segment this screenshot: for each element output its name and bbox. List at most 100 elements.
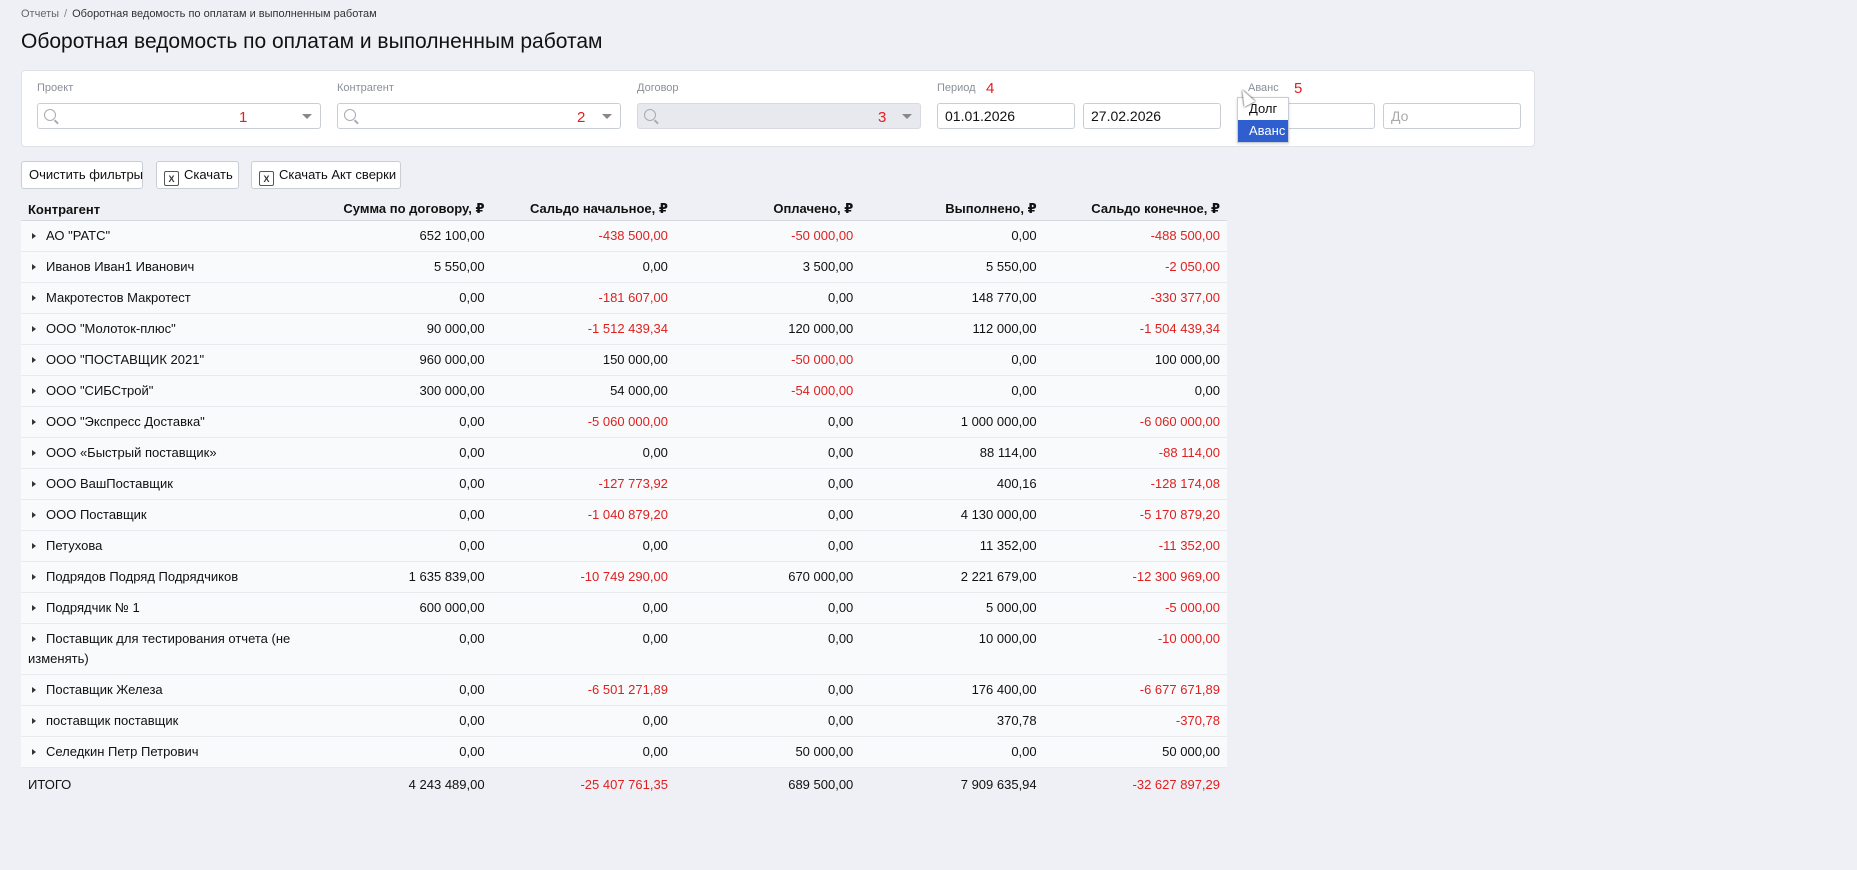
download-act-button[interactable]: X Скачать Акт сверки	[251, 161, 401, 189]
clear-filters-button[interactable]: Очистить фильтры	[21, 161, 143, 189]
table-body: АО "РАТС" 652 100,00 -438 500,00 -50 000,00…	[21, 220, 1227, 802]
column-header[interactable]: Выполнено, ₽	[860, 198, 1044, 221]
expand-row-icon[interactable]	[32, 636, 36, 642]
expand-row-icon[interactable]	[32, 512, 36, 518]
counterparty-name: ООО "СИБСтрой"	[46, 383, 154, 398]
expand-row-icon[interactable]	[32, 543, 36, 549]
advance-to-input[interactable]: До	[1383, 103, 1521, 129]
table-row[interactable]: АО "РАТС" 652 100,00 -438 500,00 -50 000,00…	[21, 220, 1227, 252]
counterparty-cell: Иванов Иван1 Иванович	[21, 251, 303, 283]
advance-type-dropdown[interactable]: Долг Аванс	[1237, 97, 1289, 143]
expand-row-icon[interactable]	[32, 326, 36, 332]
column-header[interactable]: Оплачено, ₽	[674, 198, 861, 221]
chevron-down-icon[interactable]	[302, 114, 312, 119]
amount-cell: 54 000,00	[491, 375, 675, 407]
project-select[interactable]	[37, 103, 321, 129]
counterparty-name: Макротестов Макротест	[46, 290, 191, 305]
project-label: Проект	[37, 82, 74, 94]
table-row[interactable]: Подрядов Подряд Подрядчиков 1 635 839,00-…	[21, 561, 1227, 593]
column-header[interactable]: Контрагент	[21, 198, 303, 221]
amount-cell: 100 000,00	[1043, 344, 1227, 376]
counterparty-label: Контрагент	[337, 82, 394, 94]
table-row[interactable]: Селедкин Петр Петрович 0,00 0,00 50 000,00 0…	[21, 736, 1227, 768]
amount-cell: 0,00	[674, 530, 861, 562]
amount-cell: 176 400,00	[860, 674, 1044, 706]
expand-row-icon[interactable]	[32, 264, 36, 270]
column-header[interactable]: Сальдо начальное, ₽	[491, 198, 675, 221]
table-row[interactable]: поставщик поставщик 0,00 0,00 0,00 370,78 -37…	[21, 705, 1227, 737]
table-row[interactable]: ООО "ПОСТАВЩИК 2021" 960 000,00 150 000,00…	[21, 344, 1227, 376]
counterparty-name: Поставщик для тестирования отчета (не из…	[28, 631, 291, 666]
amount-cell: -1 040 879,20	[491, 499, 675, 531]
expand-row-icon[interactable]	[32, 481, 36, 487]
search-icon	[44, 109, 56, 121]
table-row[interactable]: ООО "СИБСтрой" 300 000,00 54 000,00 -54 000…	[21, 375, 1227, 407]
expand-row-icon[interactable]	[32, 357, 36, 363]
chevron-down-icon[interactable]	[902, 114, 912, 119]
expand-row-icon[interactable]	[32, 388, 36, 394]
amount-cell: -128 174,08	[1043, 468, 1227, 500]
counterparty-name: ООО «Быстрый поставщик»	[46, 445, 217, 460]
filter-panel: Проект 1 Контрагент 2 Договор 3 Период 4…	[21, 70, 1535, 147]
amount-cell: -6 060 000,00	[1043, 406, 1227, 438]
expand-row-icon[interactable]	[32, 749, 36, 755]
download-button[interactable]: X Скачать	[156, 161, 239, 189]
expand-row-icon[interactable]	[32, 574, 36, 580]
amount-cell: 0,00	[674, 592, 861, 624]
amount-cell: 670 000,00	[674, 561, 861, 593]
table-row[interactable]: ООО «Быстрый поставщик» 0,00 0,00 0,00 88 11…	[21, 437, 1227, 469]
chevron-down-icon[interactable]	[602, 114, 612, 119]
amount-cell: -6 501 271,89	[491, 674, 675, 706]
amount-cell: -12 300 969,00	[1043, 561, 1227, 593]
counterparty-cell: АО "РАТС"	[21, 220, 303, 252]
table-row[interactable]: ООО "Экспресс Доставка" 0,00 -5 060 000,00…	[21, 406, 1227, 438]
expand-row-icon[interactable]	[32, 419, 36, 425]
expand-row-icon[interactable]	[32, 687, 36, 693]
expand-row-icon[interactable]	[32, 718, 36, 724]
table-row[interactable]: Иванов Иван1 Иванович 5 550,00 0,00 3 500,0…	[21, 251, 1227, 283]
column-header[interactable]: Сумма по договору, ₽	[302, 198, 492, 221]
dropdown-option-advance[interactable]: Аванс	[1238, 120, 1288, 142]
expand-row-icon[interactable]	[32, 295, 36, 301]
counterparty-select[interactable]	[337, 103, 621, 129]
table-header-row: Контрагент Сумма по договору, ₽ Сальдо нач…	[21, 198, 1227, 221]
amount-cell: -127 773,92	[491, 468, 675, 500]
column-header[interactable]: Сальдо конечное, ₽	[1043, 198, 1227, 221]
table-row[interactable]: Поставщик для тестирования отчета (не из…	[21, 623, 1227, 675]
table-row[interactable]: Подрядчик № 1 600 000,00 0,00 0,00 5 000,00-…	[21, 592, 1227, 624]
amount-cell: 5 550,00	[302, 251, 492, 283]
amount-cell: 0,00	[491, 705, 675, 737]
amount-cell: 0,00	[491, 623, 675, 675]
counterparty-name: Петухова	[46, 538, 103, 553]
amount-cell: 0,00	[860, 344, 1044, 376]
table-row[interactable]: Петухова 0,00 0,00 0,00 11 352,00 -11 352,00	[21, 530, 1227, 562]
amount-cell: 0,00	[1043, 375, 1227, 407]
period-label: Период	[937, 82, 976, 94]
excel-icon: X	[259, 171, 274, 186]
expand-row-icon[interactable]	[32, 605, 36, 611]
amount-cell: 5 000,00	[860, 592, 1044, 624]
amount-cell: -54 000,00	[674, 375, 861, 407]
breadcrumb-root-link[interactable]: Отчеты	[21, 8, 60, 20]
contract-select[interactable]	[637, 103, 921, 129]
amount-cell: 150 000,00	[491, 344, 675, 376]
table-row[interactable]: ООО ВашПоставщик 0,00 -127 773,92 0,00 400,1…	[21, 468, 1227, 500]
amount-cell: -5 060 000,00	[491, 406, 675, 438]
amount-cell: 0,00	[860, 736, 1044, 768]
amount-cell: 0,00	[491, 530, 675, 562]
marker-5: 5	[1294, 80, 1303, 97]
expand-row-icon[interactable]	[32, 450, 36, 456]
table-row[interactable]: ООО Поставщик 0,00 -1 040 879,20 0,00 4 130 …	[21, 499, 1227, 531]
amount-cell: 960 000,00	[302, 344, 492, 376]
dropdown-option-debt[interactable]: Долг	[1249, 101, 1278, 116]
amount-cell: 2 221 679,00	[860, 561, 1044, 593]
counterparty-cell: Подрядчик № 1	[21, 592, 303, 624]
table-row[interactable]: Макротестов Макротест 0,00 -181 607,00 0,00…	[21, 282, 1227, 314]
table-row[interactable]: ООО "Молоток-плюс" 90 000,00 -1 512 439,34…	[21, 313, 1227, 345]
table-row[interactable]: Поставщик Железа 0,00 -6 501 271,89 0,00 176…	[21, 674, 1227, 706]
period-to-input[interactable]: 27.02.2026	[1083, 103, 1221, 129]
expand-row-icon[interactable]	[32, 233, 36, 239]
amount-cell: 0,00	[302, 499, 492, 531]
counterparty-cell: Поставщик для тестирования отчета (не из…	[21, 623, 303, 675]
period-from-input[interactable]: 01.01.2026	[937, 103, 1075, 129]
